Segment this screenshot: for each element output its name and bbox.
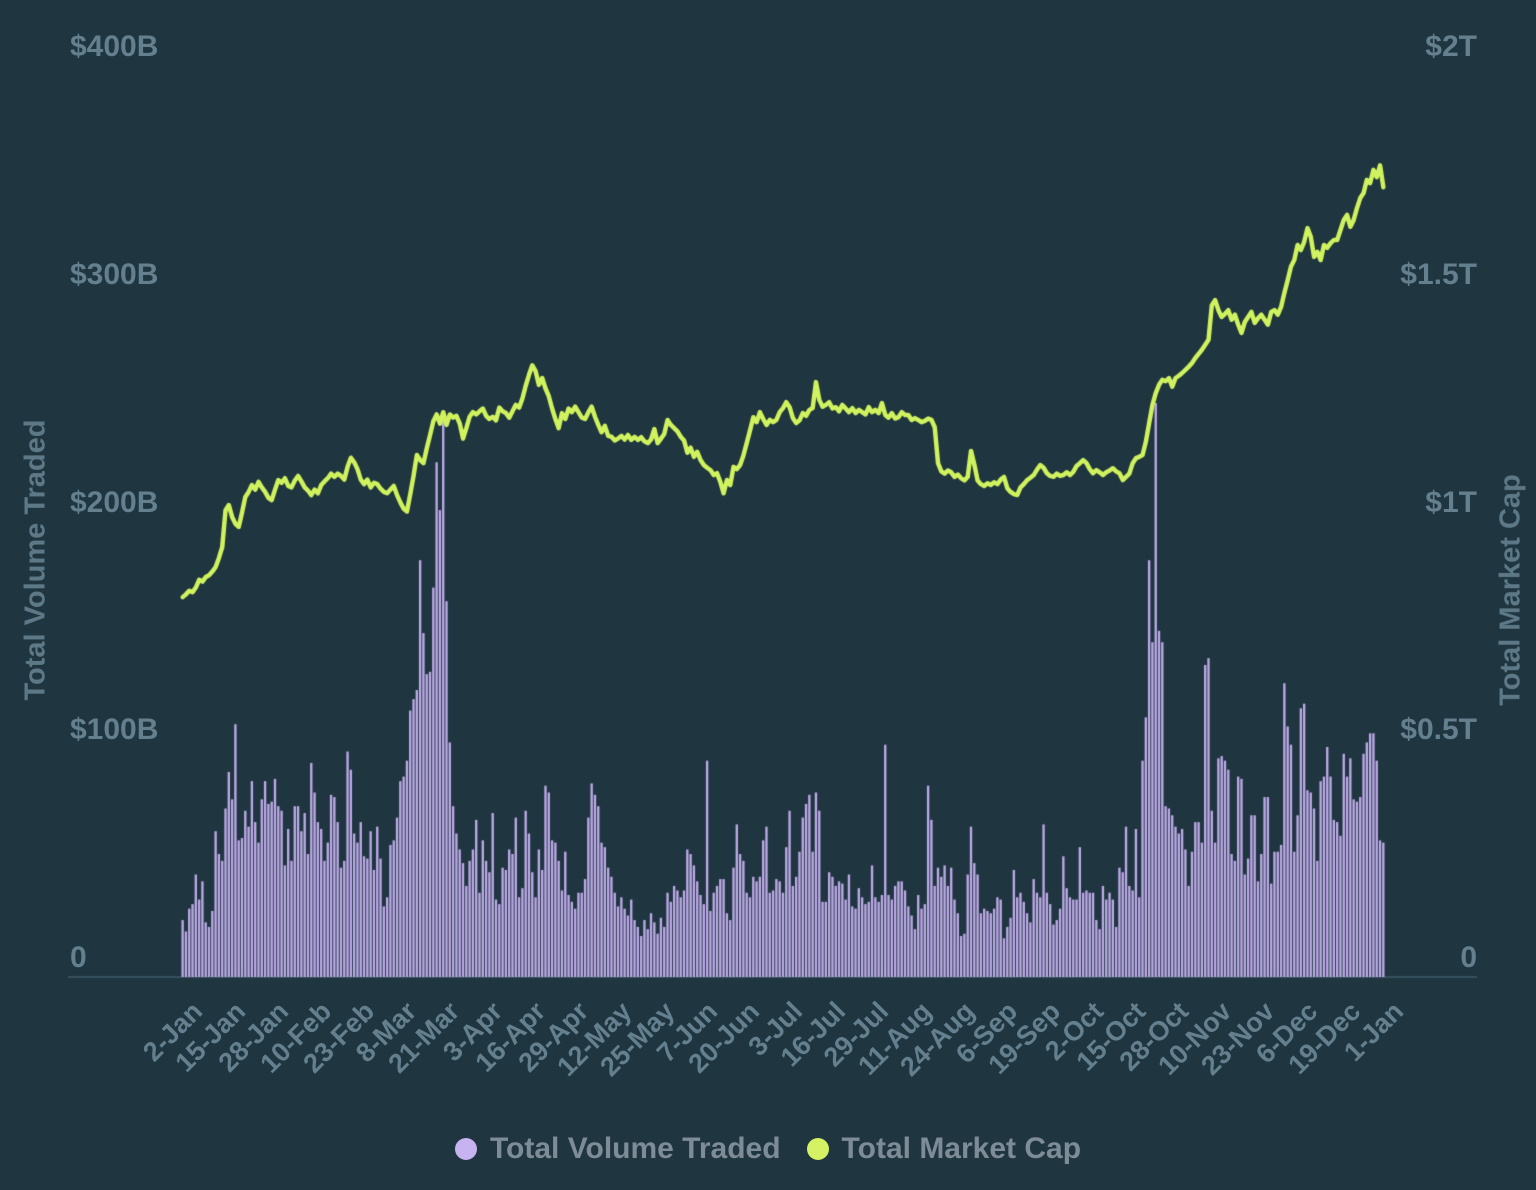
legend-label-marketcap: Total Market Cap <box>841 1132 1082 1165</box>
left-axis-tick-label: 0 <box>70 941 87 974</box>
right-axis-tick-label: $1T <box>1425 485 1477 519</box>
left-axis-title: Total Volume Traded <box>19 419 52 701</box>
right-axis-tick-label: 0 <box>1460 941 1477 974</box>
left-axis-tick-label: $200B <box>70 485 159 519</box>
right-axis-tick-label: $0.5T <box>1400 713 1477 747</box>
legend: Total Volume Traded Total Market Cap <box>0 1132 1536 1166</box>
right-axis-tick-label: $1.5T <box>1400 257 1477 291</box>
legend-item-marketcap: Total Market Cap <box>806 1132 1082 1166</box>
legend-label-volume: Total Volume Traded <box>489 1132 781 1165</box>
volume-legend-dot-icon <box>454 1138 477 1160</box>
legend-item-volume: Total Volume Traded <box>454 1132 781 1166</box>
left-axis-tick-label: $300B <box>70 257 159 291</box>
marketcap-legend-dot-icon <box>806 1138 829 1160</box>
left-axis-tick-label: $100B <box>70 713 159 747</box>
right-axis-title: Total Market Cap <box>1494 474 1527 706</box>
right-axis-tick-label: $2T <box>1425 30 1477 63</box>
left-axis-tick-label: $400B <box>70 30 159 63</box>
